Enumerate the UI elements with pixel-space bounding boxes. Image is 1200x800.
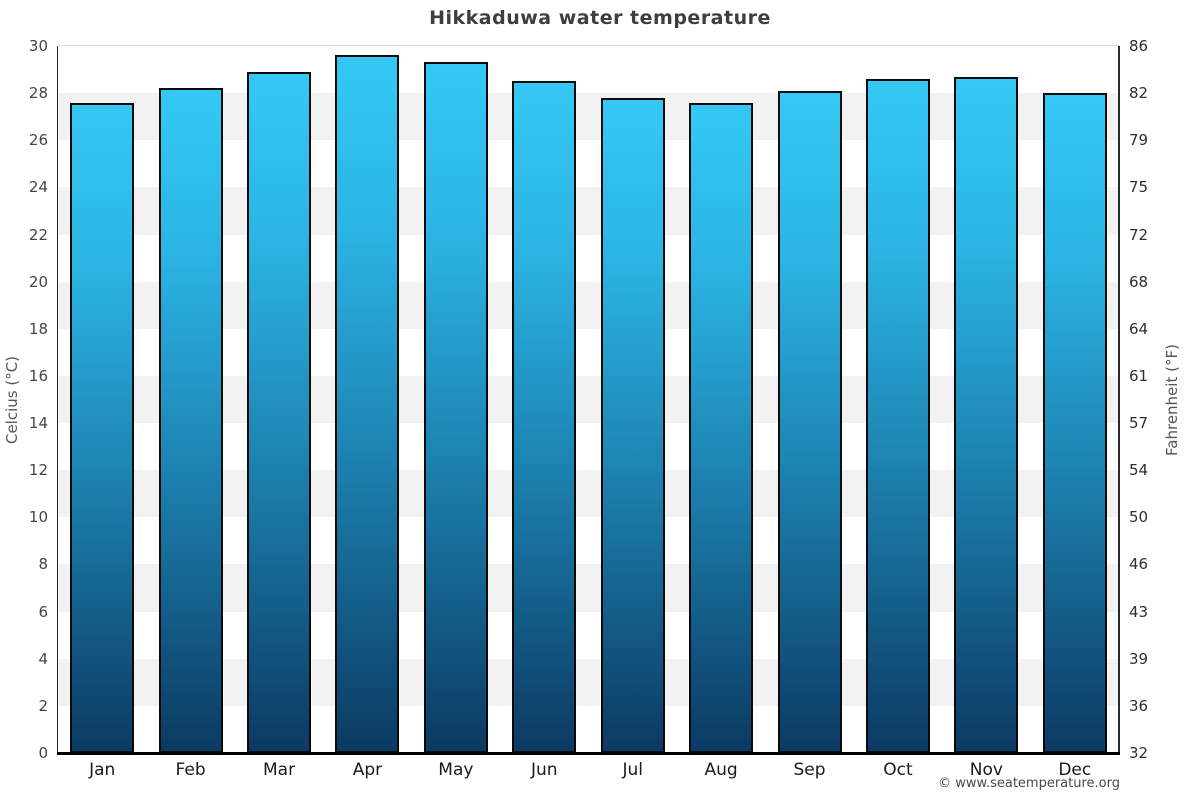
bar-aug bbox=[689, 102, 754, 753]
month-label-dec: Dec bbox=[1058, 760, 1092, 780]
celsius-tick-label: 22 bbox=[28, 225, 48, 244]
month-label-jun: Jun bbox=[531, 760, 558, 780]
plot-band bbox=[58, 140, 1119, 188]
plot-band bbox=[58, 611, 1119, 659]
celsius-tick-label: 10 bbox=[28, 508, 48, 527]
celsius-tick-label: 30 bbox=[28, 37, 48, 55]
fahrenheit-tick-label: 39 bbox=[1129, 649, 1149, 668]
plot-band bbox=[58, 328, 1119, 376]
plot-band bbox=[58, 187, 1119, 235]
celsius-tick-label: 20 bbox=[28, 272, 48, 291]
bar-dec bbox=[1042, 93, 1107, 753]
bar-sep bbox=[777, 90, 842, 753]
celsius-tick-label: 28 bbox=[28, 84, 48, 103]
fahrenheit-tick-label: 72 bbox=[1129, 225, 1149, 244]
fahrenheit-tick-label: 79 bbox=[1129, 131, 1149, 150]
fahrenheit-tick-label: 64 bbox=[1129, 319, 1149, 338]
celsius-tick-label: 0 bbox=[38, 744, 48, 762]
month-label-mar: Mar bbox=[262, 760, 296, 780]
plot-band bbox=[58, 93, 1119, 141]
fahrenheit-tick-label: 32 bbox=[1129, 744, 1149, 762]
celsius-axis-line bbox=[57, 46, 58, 753]
plot-band bbox=[58, 46, 1119, 94]
plot-band bbox=[58, 423, 1119, 471]
plot-band bbox=[58, 281, 1119, 329]
month-label-apr: Apr bbox=[352, 760, 383, 780]
plot-band bbox=[58, 375, 1119, 424]
plot-band bbox=[58, 658, 1119, 706]
plot-band bbox=[58, 234, 1119, 282]
celsius-tick-label: 26 bbox=[28, 131, 48, 150]
celsius-tick-label: 16 bbox=[28, 366, 48, 385]
fahrenheit-tick-label: 75 bbox=[1129, 178, 1149, 197]
bar-jun bbox=[512, 81, 577, 753]
month-label-jan: Jan bbox=[89, 760, 116, 780]
month-label-feb: Feb bbox=[175, 760, 206, 780]
celsius-tick-label: 18 bbox=[28, 319, 48, 338]
month-label-oct: Oct bbox=[883, 760, 913, 780]
fahrenheit-tick-label: 86 bbox=[1129, 37, 1149, 55]
fahrenheit-tick-label: 61 bbox=[1129, 366, 1149, 385]
bar-mar bbox=[247, 71, 312, 753]
plot-band bbox=[58, 470, 1119, 518]
bar-feb bbox=[158, 88, 223, 753]
bar-apr bbox=[335, 55, 400, 753]
celsius-tick-label: 8 bbox=[38, 555, 48, 574]
copyright-text: © www.seatemperature.org bbox=[938, 776, 1120, 791]
plot-band bbox=[58, 517, 1119, 565]
celsius-tick-label: 4 bbox=[38, 649, 48, 668]
fahrenheit-axis-title: Fahrenheit (°F) bbox=[1163, 344, 1181, 456]
celsius-tick-label: 6 bbox=[38, 602, 48, 621]
fahrenheit-tick-label: 54 bbox=[1129, 461, 1149, 480]
plot-band bbox=[58, 564, 1119, 612]
x-axis-line bbox=[57, 752, 1120, 755]
fahrenheit-axis-line bbox=[1118, 46, 1120, 753]
plot-band bbox=[58, 705, 1119, 753]
plot-area bbox=[58, 46, 1119, 753]
fahrenheit-tick-label: 36 bbox=[1129, 696, 1149, 715]
fahrenheit-tick-label: 50 bbox=[1129, 508, 1149, 527]
celsius-tick-label: 12 bbox=[28, 461, 48, 480]
month-label-jul: Jul bbox=[622, 760, 643, 780]
month-label-aug: Aug bbox=[704, 760, 738, 780]
bar-nov bbox=[954, 76, 1019, 753]
month-label-may: May bbox=[438, 760, 474, 780]
fahrenheit-tick-label: 68 bbox=[1129, 272, 1149, 291]
fahrenheit-tick-label: 57 bbox=[1129, 414, 1149, 433]
bar-may bbox=[423, 62, 488, 753]
bar-oct bbox=[865, 78, 930, 753]
bar-jan bbox=[70, 102, 135, 753]
fahrenheit-tick-label: 82 bbox=[1129, 84, 1149, 103]
celsius-tick-label: 24 bbox=[28, 178, 48, 197]
celsius-tick-label: 14 bbox=[28, 414, 48, 433]
fahrenheit-tick-label: 43 bbox=[1129, 602, 1149, 621]
chart-title: Hikkaduwa water temperature bbox=[429, 7, 771, 29]
bar-jul bbox=[600, 97, 665, 753]
celsius-tick-label: 2 bbox=[38, 696, 48, 715]
month-label-nov: Nov bbox=[969, 760, 1003, 780]
top-gridline bbox=[58, 45, 1119, 46]
fahrenheit-tick-label: 46 bbox=[1129, 555, 1149, 574]
month-label-sep: Sep bbox=[793, 760, 826, 780]
